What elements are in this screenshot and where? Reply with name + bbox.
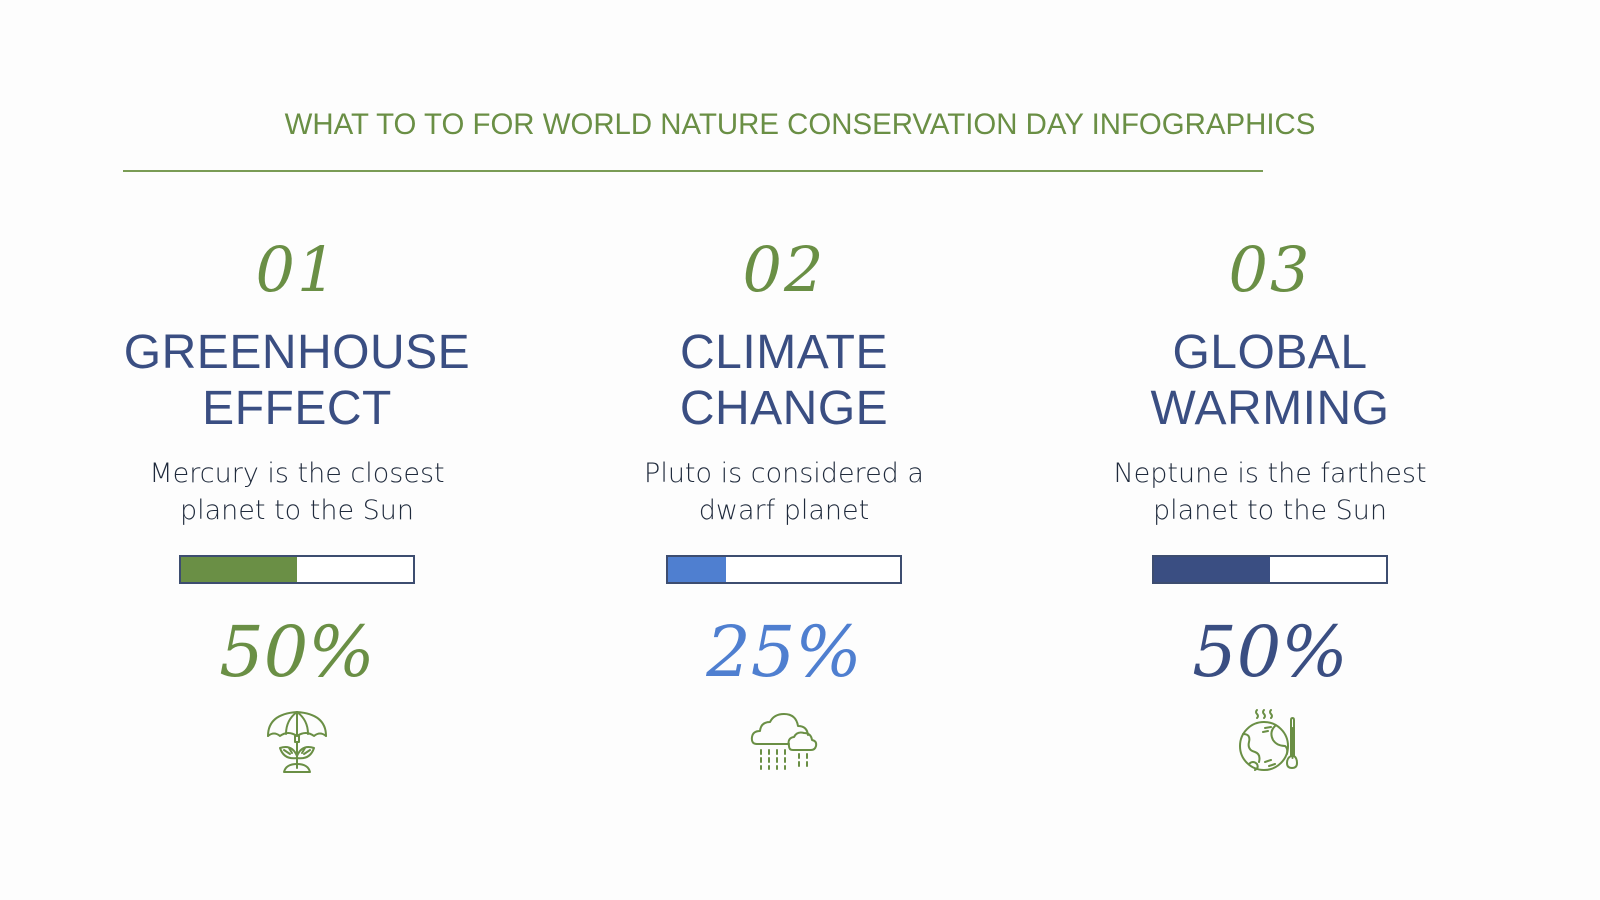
progress-bar [666, 555, 902, 584]
item-number: 01 [255, 233, 339, 306]
item-heading-line: CLIMATE [680, 326, 888, 379]
item-description-line: Mercury is the closest [149, 458, 445, 489]
progress-bar [179, 555, 415, 584]
item-description-line: Neptune is the farthest [1113, 458, 1427, 489]
progress-bar [1152, 555, 1388, 584]
item-description: Pluto is considered a dwarf planet [574, 455, 994, 529]
item-global-warming: 03 GLOBAL WARMING Neptune is the farthes… [1060, 230, 1480, 776]
percent-value: 50% [1192, 611, 1348, 693]
item-heading-line: WARMING [1150, 382, 1390, 435]
item-description: Mercury is the closest planet to the Sun [87, 455, 507, 529]
item-heading: GLOBAL WARMING [1060, 325, 1480, 437]
title-divider [123, 170, 1263, 172]
item-heading: CLIMATE CHANGE [574, 325, 994, 437]
percent-value: 25% [706, 611, 862, 693]
progress-bar-fill [1154, 557, 1270, 582]
item-heading: GREENHOUSE EFFECT [87, 325, 507, 437]
item-description-line: planet to the Sun [179, 495, 415, 526]
progress-bar-fill [668, 557, 726, 582]
item-heading-line: CHANGE [679, 382, 889, 435]
item-description-line: dwarf planet [698, 495, 870, 526]
item-climate-change: 02 CLIMATE CHANGE Pluto is considered a … [574, 230, 994, 776]
item-description: Neptune is the farthest planet to the Su… [1060, 455, 1480, 529]
item-number: 02 [742, 233, 826, 306]
item-heading-line: EFFECT [202, 382, 392, 435]
item-heading-line: GREENHOUSE [123, 326, 471, 379]
page-title: WHAT TO TO FOR WORLD NATURE CONSERVATION… [284, 108, 1316, 141]
item-greenhouse-effect: 01 GREENHOUSE EFFECT Mercury is the clos… [87, 230, 507, 776]
hot-earth-thermometer-icon [1235, 706, 1305, 776]
progress-bar-fill [181, 557, 297, 582]
item-description-line: planet to the Sun [1152, 495, 1388, 526]
umbrella-plant-icon [262, 706, 332, 776]
item-description-line: Pluto is considered a [644, 458, 924, 489]
item-heading-line: GLOBAL [1172, 326, 1368, 379]
item-number: 03 [1228, 233, 1312, 306]
rain-cloud-icon [749, 706, 819, 776]
percent-value: 50% [219, 611, 375, 693]
